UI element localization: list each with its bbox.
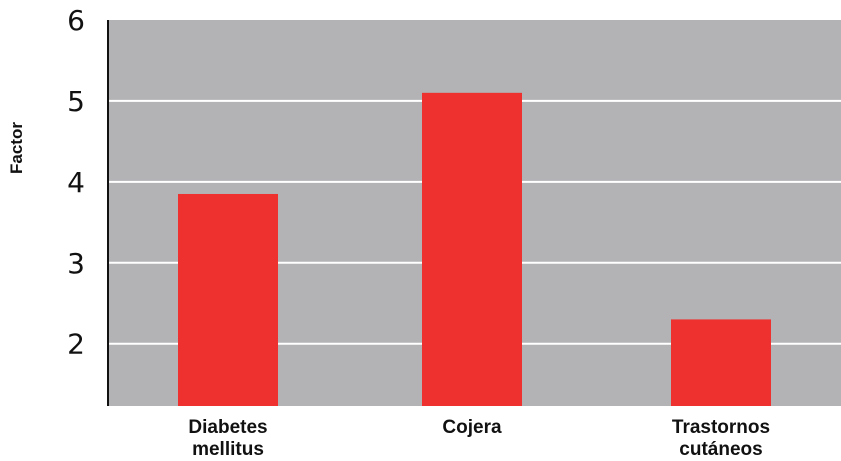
x-category-label-line: Cojera xyxy=(442,417,502,438)
bar xyxy=(671,319,771,406)
x-category-label-line: cutáneos xyxy=(679,439,762,460)
bar xyxy=(422,92,522,406)
y-tick-labels: 2 3 4 5 6 xyxy=(67,4,85,361)
bars xyxy=(178,92,771,406)
x-category-label-line: Diabetes xyxy=(188,417,267,438)
x-category-label-line: Trastornos xyxy=(672,417,770,438)
y-tick-label: 3 xyxy=(67,247,85,280)
x-category-label: Trastornos cutáneos xyxy=(672,417,770,460)
x-category-label: Diabetes mellitus xyxy=(188,417,267,460)
x-category-label: Cojera xyxy=(442,417,502,438)
bar xyxy=(178,193,278,406)
x-category-labels: Diabetes mellitus Cojera Trastornos cutáneos xyxy=(188,417,770,460)
y-tick-label: 6 xyxy=(67,4,85,37)
y-tick-label: 4 xyxy=(67,166,85,199)
y-tick-label: 5 xyxy=(67,85,85,118)
y-axis-title: Factor xyxy=(7,122,26,174)
x-category-label-line: mellitus xyxy=(192,439,264,460)
y-tick-label: 2 xyxy=(67,328,85,361)
